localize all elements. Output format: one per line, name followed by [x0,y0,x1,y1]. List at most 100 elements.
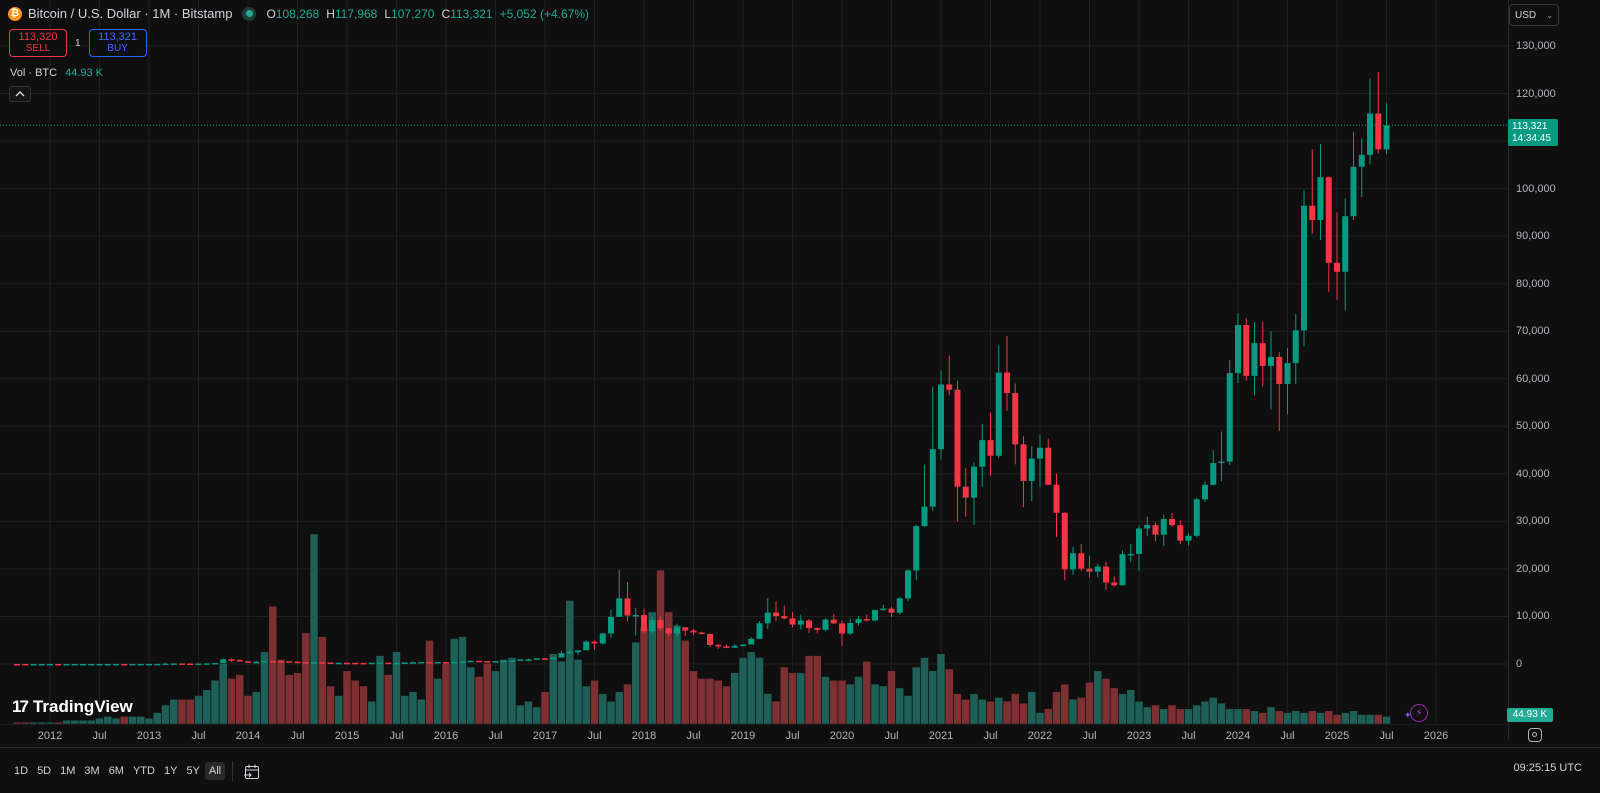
go-to-date-icon[interactable] [243,763,260,779]
close-label: C [441,6,451,21]
time-tick-label: Jul [488,730,503,742]
time-tick-label: 2022 [1027,730,1053,742]
volume-legend-value: 44.93 K [65,67,103,79]
time-tick-label: Jul [1280,730,1295,742]
volume-legend[interactable]: Vol · BTC 44.93 K [10,67,103,79]
market-status-icon[interactable] [242,6,257,21]
time-tick-label: 2020 [829,730,855,742]
time-tick-label: Jul [1379,730,1394,742]
last-price-label: 113,321 14:34:45 [1508,119,1558,146]
high-label: H [326,6,335,21]
time-range-buttons: 1D 5D 1M 3M 6M YTD 1Y 5Y All [10,761,226,780]
time-tick-label: 2012 [37,730,63,742]
trade-buttons: 113,320 SELL 1 113,321 BUY [9,29,147,57]
chart-plot-area[interactable] [0,0,1508,740]
tradingview-wordmark: TradingView [32,697,133,716]
time-tick-label: Jul [686,730,701,742]
currency-value: USD [1515,9,1537,21]
range-button-1y[interactable]: 1Y [163,764,178,777]
buy-label: BUY [107,43,128,54]
time-tick-label: 2016 [433,730,459,742]
time-tick-label: Jul [1082,730,1097,742]
price-tick-label: 100,000 [1516,182,1556,195]
time-tick-label: 2024 [1225,730,1251,742]
lightning-event-icon[interactable]: ⚡ [1410,704,1428,722]
price-tick-label: 80,000 [1516,277,1550,290]
range-button-1d[interactable]: 1D [14,764,29,777]
range-button-3m[interactable]: 3M [84,764,100,777]
chevron-up-icon [15,91,25,97]
time-tick-label: Jul [1181,730,1196,742]
buy-button[interactable]: 113,321 BUY [88,29,147,57]
high-value: 117,968 [334,6,378,21]
tradingview-mark-icon: 17 [12,697,29,716]
bar-countdown: 14:34:45 [1512,133,1551,144]
price-axis[interactable]: 0 10,000 20,000 30,000 40,000 50,000 60,000 70,… [1508,0,1600,740]
price-tick-label: 30,000 [1516,515,1550,528]
price-tick-label: 0 [1516,658,1523,670]
time-tick-label: 2017 [532,730,558,742]
time-tick-label: Jul [983,730,998,742]
price-tick-label: 20,000 [1516,562,1550,575]
time-tick-label: Jul [884,730,899,742]
time-tick-label: Jul [785,730,800,742]
sell-price: 113,320 [18,31,58,43]
spread-value: 1 [75,37,81,49]
time-tick-label: Jul [92,730,107,742]
price-tick-label: 40,000 [1516,467,1550,480]
toolbar-divider [232,760,234,781]
sell-button[interactable]: 113,320 SELL [9,29,67,57]
chevron-down-icon: ⌄ [1546,10,1553,20]
bottom-toolbar: 1D 5D 1M 3M 6M YTD 1Y 5Y All 09:25:15 UTC [0,747,1600,793]
low-label: L [384,6,392,21]
time-tick-label: 2015 [334,730,360,742]
time-tick-label: 2018 [631,730,657,742]
price-tick-label: 130,000 [1516,40,1556,52]
bitcoin-logo-icon: ₿ [8,6,22,21]
open-value: 108,268 [275,6,320,21]
price-tick-label: 90,000 [1516,230,1550,243]
range-button-5y[interactable]: 5Y [186,764,200,777]
tradingview-logo[interactable]: 17 TradingView [12,697,133,717]
time-tick-label: 2013 [136,730,162,742]
volume-legend-label: Vol · BTC [10,67,58,79]
sparkle-icon: ✦ [1404,710,1412,720]
time-tick-label: 2023 [1126,730,1152,742]
time-tick-label: 2026 [1423,730,1449,742]
time-tick-label: 2025 [1324,730,1350,742]
range-button-6m[interactable]: 6M [108,764,124,777]
price-change: +5,052 (+4.67%) [499,6,590,21]
symbol-legend: ₿ Bitcoin / U.S. Dollar · 1M · Bitstamp … [8,6,589,21]
chart-settings-gear-icon[interactable] [1528,728,1542,742]
time-tick-label: Jul [587,730,602,742]
sell-label: SELL [25,43,51,54]
close-value: 113,321 [450,6,493,21]
candlestick-chart[interactable] [0,0,1508,740]
time-tick-label: 2021 [928,730,954,742]
price-tick-label: 120,000 [1516,87,1556,100]
buy-price: 113,321 [98,31,138,43]
time-tick-label: Jul [389,730,404,742]
price-tick-label: 10,000 [1516,610,1550,623]
ohlc-values: O108,268 H117,968 L107,270 C113,321 +5,0… [266,7,589,21]
time-tick-label: 2019 [730,730,756,742]
price-tick-label: 70,000 [1516,325,1550,338]
time-tick-label: Jul [290,730,305,742]
range-button-ytd[interactable]: YTD [132,764,155,777]
symbol-title[interactable]: Bitcoin / U.S. Dollar · 1M · Bitstamp [28,6,233,21]
time-axis[interactable]: 2012 Jul 2013 Jul 2014 Jul 2015 Jul 2016 Jul 2017 J… [0,724,1508,746]
volume-axis-label: 44.93 K [1507,708,1553,722]
range-button-1m[interactable]: 1M [60,764,76,777]
last-price-value: 113,321 [1512,121,1548,132]
range-button-5d[interactable]: 5D [37,764,52,777]
utc-clock[interactable]: 09:25:15 UTC [1513,762,1582,774]
time-tick-label: 2014 [235,730,261,742]
collapse-legend-button[interactable] [9,86,31,102]
time-tick-label: Jul [191,730,206,742]
open-label: O [266,6,276,21]
range-button-all[interactable]: All [204,761,226,780]
price-tick-label: 50,000 [1516,420,1550,433]
price-tick-label: 60,000 [1516,372,1550,385]
currency-select[interactable]: USD ⌄ [1509,4,1559,26]
